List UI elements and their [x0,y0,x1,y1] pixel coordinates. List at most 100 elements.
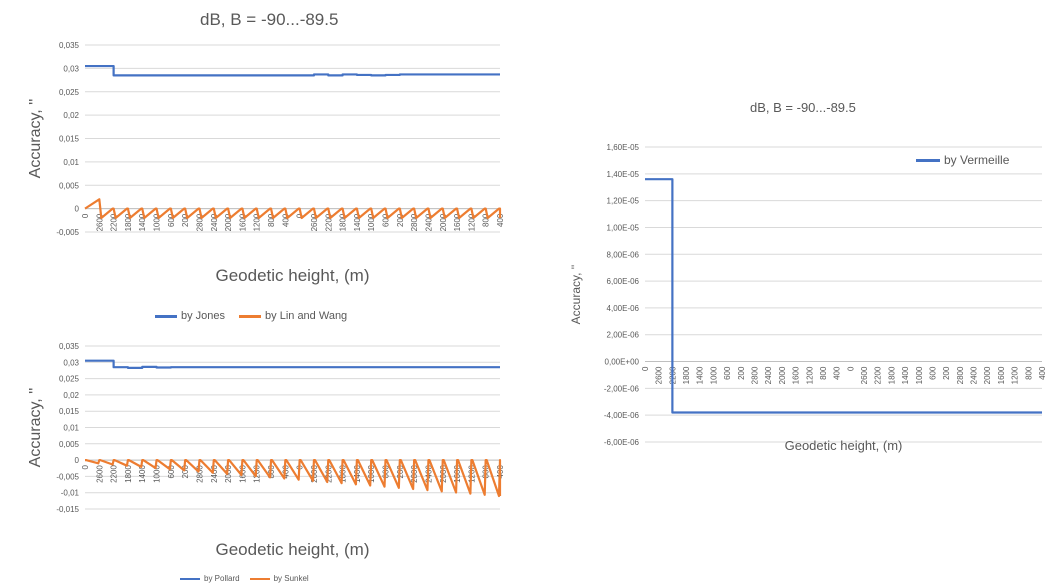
x-tick-label: 2000 [224,213,233,231]
legend-label: by Vermeille [944,153,1010,167]
chart-right: dB, B = -90...-89.5 -6,00E-06 -4,00E-06 -2… [530,80,1048,480]
chart-bottom-left: -0,015 -0,01 -0,005 0 0,005 0,01 0,015 0,02 0,02… [0,330,520,586]
legend-label: by Sunkel [273,574,309,583]
x-tick-label: 0 [81,213,90,218]
x-tick-label: 0 [641,366,650,371]
x-tick-label: 2200 [110,213,119,231]
chart-title: dB, B = -90...-89.5 [200,10,339,29]
y-tick-label: 0,035 [59,41,80,50]
x-tick-label: 2200 [324,213,333,231]
x-tick-label: 800 [267,213,276,227]
y-tick-label: -0,005 [56,228,79,237]
x-tick-label: 1400 [353,213,362,231]
x-tick-label: 1800 [124,465,133,483]
y-tick-label: 0,03 [63,64,79,73]
y-tick-label: 0,02 [63,111,79,120]
chart-legend: by Pollard by Sunkel [180,574,309,583]
legend-swatch-blue [916,158,940,162]
y-tick-label: 0,005 [59,181,80,190]
x-tick-label: 2000 [778,366,787,384]
x-tick-label: 2600 [95,465,104,483]
x-tick-label: 800 [819,366,828,380]
x-tick-label: 1800 [887,366,896,384]
x-tick-label: 400 [496,213,505,227]
x-axis-title: Geodetic height, (m) [215,266,369,285]
x-tick-label: 2800 [751,366,760,384]
x-tick-label: 0 [846,366,855,371]
x-tick-label: 1200 [805,366,814,384]
x-tick-label: 800 [267,465,276,479]
y-tick-label: 4,00E-06 [607,304,640,313]
x-tick-label: 1400 [138,213,147,231]
x-tick-label: 200 [181,465,190,479]
x-tick-label: 600 [723,366,732,380]
legend-label: by Pollard [204,574,240,583]
series-line-by-lin-and-wang [84,198,502,220]
y-tick-label: 0,025 [59,375,80,384]
x-tick-label: 800 [1024,366,1033,380]
x-axis-title: Geodetic height, (m) [215,540,369,559]
series-line-by-vermeille [645,178,1042,414]
x-tick-label: 1200 [467,213,476,231]
x-tick-label: 2400 [210,213,219,231]
x-tick-label: 0 [81,465,90,470]
x-tick-label: 1600 [792,366,801,384]
x-tick-label: 200 [737,366,746,380]
x-tick-label: 1800 [124,213,133,231]
legend-item-vermeille: by Vermeille [916,153,1009,167]
chart-plot-area: -0,005 0 0,005 0,01 0,015 0,02 0,025 0,03 0,035 0… [27,41,505,285]
chart-plot-area: -0,015-0,01-0,00500,0050,010,0150,020,02… [27,342,505,559]
y-tick-label: 0,015 [59,135,80,144]
x-tick-label: 1400 [901,366,910,384]
x-tick-label: 400 [833,366,842,380]
x-tick-label: 600 [167,213,176,227]
y-tick-label: -6,00E-06 [604,438,640,447]
x-tick-label: 2000 [983,366,992,384]
x-tick-label: 1200 [253,465,262,483]
x-tick-label: 2800 [410,213,419,231]
legend-item-lin-wang: by Lin and Wang [239,310,347,322]
y-tick-label: 0,02 [63,391,79,400]
chart-title: dB, B = -90...-89.5 [750,100,856,115]
x-tick-label: 600 [928,366,937,380]
y-tick-label: 2,00E-06 [607,331,640,340]
x-tick-label: 400 [281,465,290,479]
chart-legend: by Vermeille [916,153,1009,167]
x-tick-label: 1200 [1011,366,1020,384]
x-tick-label: 1800 [339,213,348,231]
legend-label: by Lin and Wang [265,310,348,322]
y-tick-label: 0,015 [59,407,80,416]
chart-legend: by Jones by Lin and Wang [155,310,347,322]
y-axis-title: Accuracy, '' [27,388,44,468]
legend-swatch-orange [249,577,270,580]
y-tick-label: -0,005 [56,472,79,481]
x-tick-label: 1400 [138,465,147,483]
x-tick-label: 1000 [709,366,718,384]
x-tick-label: 1400 [696,366,705,384]
y-tick-label: -2,00E-06 [604,384,640,393]
x-tick-label: 600 [167,465,176,479]
legend-item-pollard: by Pollard [180,574,240,583]
x-tick-label: 1600 [238,465,247,483]
x-tick-label: 800 [482,213,491,227]
x-axis-title: Geodetic height, (m) [785,438,903,453]
y-tick-label: 1,20E-05 [607,197,640,206]
chart-plot-area: -6,00E-06 -4,00E-06 -2,00E-06 0,00E+00 2,00E… [569,143,1047,453]
x-tick-label: 400 [281,213,290,227]
x-tick-label: 2400 [424,213,433,231]
x-tick-label: 2000 [224,465,233,483]
chart-top-left: dB, B = -90...-89.5 -0,005 0 0,005 0,01 0,01… [0,0,520,330]
x-tick-label: 200 [942,366,951,380]
x-tick-label: 1000 [367,213,376,231]
y-tick-label: 0,005 [59,440,80,449]
x-tick-label: 1000 [915,366,924,384]
x-tick-label: 2000 [439,213,448,231]
x-tick-label: 2600 [310,465,319,483]
y-tick-label: 0,025 [59,88,80,97]
y-tick-label: 0,01 [63,424,79,433]
x-tick-label: 2600 [95,213,104,231]
legend-swatch-blue [155,314,177,318]
y-tick-label: 1,00E-05 [607,223,640,232]
x-tick-label: 1000 [153,213,162,231]
x-tick-label: 2800 [956,366,965,384]
